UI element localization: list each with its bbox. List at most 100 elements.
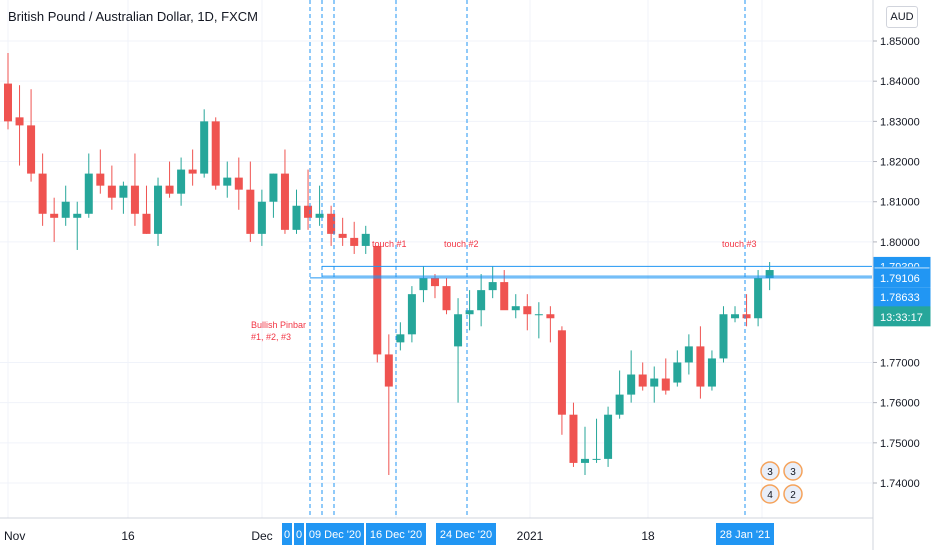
date-marker-box bbox=[294, 523, 304, 545]
candle-down bbox=[107, 185, 116, 198]
candle-down bbox=[350, 237, 359, 246]
countdown-label-box bbox=[873, 307, 931, 327]
annotation-touch-3: touch #3 bbox=[722, 239, 757, 249]
candle-up bbox=[534, 314, 543, 316]
candle-up bbox=[223, 177, 232, 186]
candle-down bbox=[234, 177, 243, 190]
time-tick-label: Dec bbox=[251, 529, 272, 543]
date-marker-label: 28 Jan '21 bbox=[720, 529, 770, 541]
date-marker-label: 16 Dec '20 bbox=[370, 529, 422, 541]
price-tick-label: 1.81000 bbox=[880, 197, 920, 209]
time-tick-label: Nov bbox=[4, 529, 25, 543]
candle-up bbox=[407, 294, 416, 335]
candle-up bbox=[615, 394, 624, 415]
event-badge-icon[interactable] bbox=[760, 484, 780, 504]
date-marker-box bbox=[716, 523, 774, 545]
candle-down bbox=[338, 233, 347, 238]
event-badge-count: 4 bbox=[767, 490, 773, 501]
candle-down bbox=[327, 213, 336, 234]
candle-down bbox=[430, 278, 439, 287]
price-tick-label: 1.74000 bbox=[880, 478, 920, 490]
candle-down bbox=[211, 121, 220, 186]
candle-up bbox=[269, 173, 278, 202]
candle-up bbox=[419, 278, 428, 291]
date-marker-box bbox=[306, 523, 364, 545]
candle-down bbox=[442, 286, 451, 311]
date-marker-label: 0 bbox=[284, 529, 290, 541]
candle-down bbox=[142, 213, 151, 234]
candle-down bbox=[742, 314, 751, 319]
countdown-label: 13:33:17 bbox=[880, 312, 923, 324]
annotation-pinbar-ids: #1, #2, #3 bbox=[251, 332, 291, 342]
candle-down bbox=[280, 173, 289, 230]
candle-up bbox=[477, 290, 486, 311]
event-badge-icon[interactable] bbox=[783, 461, 803, 481]
candle-down bbox=[638, 374, 647, 387]
event-badge-icon[interactable] bbox=[760, 461, 780, 481]
candle-down bbox=[4, 83, 12, 122]
candle-up bbox=[719, 314, 728, 359]
candle-down bbox=[246, 189, 255, 234]
candle-up bbox=[315, 213, 324, 218]
event-badge-count: 3 bbox=[790, 467, 796, 478]
candle-up bbox=[684, 346, 693, 363]
candle-down bbox=[661, 378, 670, 391]
candle-up bbox=[177, 169, 186, 194]
annotation-touch-1: touch #1 bbox=[372, 239, 407, 249]
candle-down bbox=[27, 125, 36, 174]
candle-up bbox=[673, 362, 682, 383]
candle-up bbox=[627, 374, 636, 395]
candle-up bbox=[361, 233, 370, 246]
candle-up bbox=[154, 185, 163, 234]
candle-down bbox=[569, 414, 578, 463]
candle-up bbox=[396, 334, 405, 343]
date-marker-box bbox=[436, 523, 496, 545]
candle-up bbox=[650, 378, 659, 387]
annotation-bullish-pinbar: Bullish Pinbar bbox=[251, 320, 306, 330]
candle-down bbox=[373, 245, 382, 355]
date-marker-label: 0 bbox=[296, 529, 302, 541]
candle-up bbox=[257, 201, 266, 234]
date-marker-label: 24 Dec '20 bbox=[440, 529, 492, 541]
price-tick-label: 1.83000 bbox=[880, 116, 920, 128]
time-tick-label: 16 bbox=[121, 529, 135, 543]
candle-down bbox=[304, 205, 313, 218]
candle-up bbox=[581, 458, 589, 463]
candle-up bbox=[592, 458, 601, 460]
candle-up bbox=[454, 314, 463, 347]
currency-button[interactable]: AUD bbox=[886, 6, 918, 28]
candle-down bbox=[15, 117, 24, 126]
candle-down bbox=[165, 185, 174, 194]
candle-up bbox=[604, 414, 613, 459]
event-badge-count: 3 bbox=[767, 467, 773, 478]
candle-up bbox=[731, 314, 740, 319]
candle-up bbox=[488, 282, 497, 291]
candle-down bbox=[557, 330, 566, 415]
candle-down bbox=[38, 173, 47, 214]
candle-up bbox=[84, 173, 93, 214]
candle-up bbox=[754, 278, 763, 319]
candle-down bbox=[523, 306, 532, 315]
date-marker-box bbox=[282, 523, 292, 545]
candle-down bbox=[384, 354, 393, 387]
candle-up bbox=[73, 213, 82, 218]
price-tick-label: 1.76000 bbox=[880, 398, 920, 410]
candle-down bbox=[500, 282, 509, 311]
annotation-touch-2: touch #2 bbox=[444, 239, 479, 249]
marker-price-label-box bbox=[873, 287, 931, 307]
price-tick-label: 1.75000 bbox=[880, 438, 920, 450]
event-badge-icon[interactable] bbox=[783, 484, 803, 504]
marker-price-label: 1.78633 bbox=[880, 292, 920, 304]
candle-down bbox=[188, 169, 197, 174]
candle-down bbox=[696, 346, 705, 387]
candle-up bbox=[707, 358, 716, 387]
time-tick-label: 2021 bbox=[517, 529, 544, 543]
price-tick-label: 1.84000 bbox=[880, 76, 920, 88]
candle-down bbox=[96, 173, 105, 186]
candle-up bbox=[292, 205, 301, 230]
date-marker-label: 09 Dec '20 bbox=[309, 529, 361, 541]
level-price-label-box bbox=[873, 268, 931, 288]
candle-up bbox=[765, 270, 774, 279]
candle-down bbox=[130, 185, 139, 214]
